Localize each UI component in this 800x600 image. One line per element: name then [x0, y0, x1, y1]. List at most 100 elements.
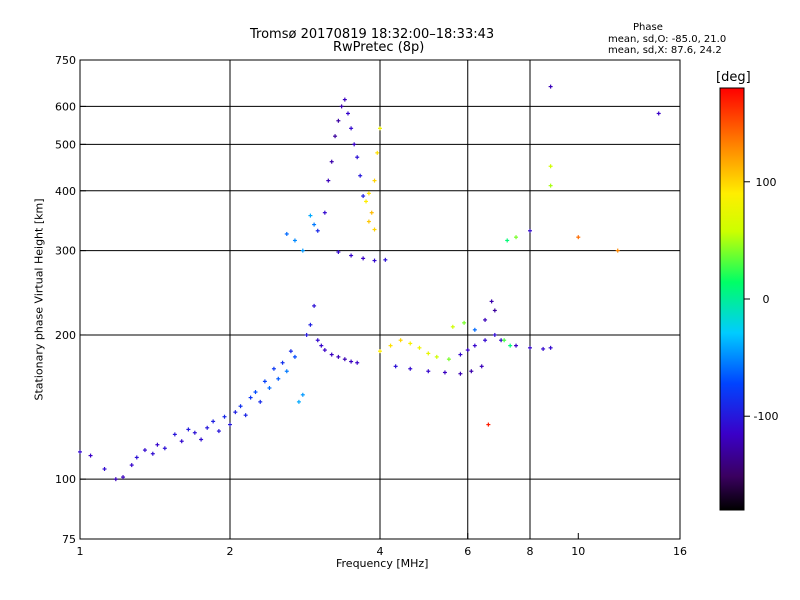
data-point — [483, 317, 488, 322]
data-point — [358, 173, 363, 178]
data-point — [216, 429, 221, 434]
data-point — [492, 332, 497, 337]
data-point — [502, 338, 507, 343]
data-point — [388, 343, 393, 348]
data-point — [199, 437, 204, 442]
data-point — [333, 134, 338, 139]
data-point — [378, 126, 382, 131]
data-point — [465, 348, 470, 353]
y-tick-label: 75 — [62, 533, 76, 546]
data-point — [426, 351, 431, 356]
data-point — [489, 299, 494, 304]
data-point — [319, 343, 324, 348]
data-point — [408, 366, 413, 371]
data-point — [326, 178, 331, 183]
data-point — [355, 155, 360, 160]
data-point — [486, 422, 491, 427]
x-tick-label: 10 — [571, 545, 585, 558]
grid-lines — [80, 60, 680, 539]
data-point — [426, 369, 431, 374]
data-point — [361, 256, 366, 261]
data-point — [458, 352, 463, 357]
x-tick-label: 4 — [377, 545, 384, 558]
y-axis-label: Stationary phase Virtual Height [km] — [32, 198, 46, 401]
data-point — [243, 413, 248, 418]
data-point — [284, 369, 289, 374]
data-point — [375, 150, 380, 155]
data-point — [315, 228, 320, 233]
data-point — [541, 346, 546, 351]
data-point — [308, 322, 313, 327]
data-point — [304, 332, 309, 337]
y-ticks: 75 100 200 300 400 500 600 750 — [55, 54, 86, 546]
x-tick-label: 16 — [673, 545, 687, 558]
data-point — [192, 430, 197, 435]
data-point — [155, 442, 160, 447]
colorbar-tick-label: 0 — [763, 293, 770, 306]
data-point — [472, 327, 477, 332]
data-point — [372, 227, 377, 232]
data-point — [276, 376, 281, 381]
data-point — [222, 414, 227, 419]
data-point — [121, 475, 126, 480]
data-point — [134, 455, 139, 460]
colorbar-tick-label: 100 — [756, 176, 777, 189]
data-point — [113, 477, 118, 482]
data-point — [142, 448, 147, 453]
phase-stats-o: mean, sd,O: -85.0, 21.0 — [608, 34, 727, 45]
data-point — [253, 390, 258, 395]
data-point — [372, 178, 377, 183]
data-point — [576, 235, 581, 240]
data-point — [233, 410, 238, 415]
data-point — [162, 446, 167, 451]
data-point — [548, 345, 553, 350]
x-tick-label: 1 — [77, 545, 84, 558]
data-point — [336, 354, 341, 359]
data-point — [355, 360, 360, 365]
y-tick-label: 600 — [55, 100, 76, 113]
data-point — [315, 338, 320, 343]
y-tick-label: 750 — [55, 54, 76, 67]
data-point — [615, 248, 620, 253]
data-point — [383, 257, 388, 262]
data-point — [88, 453, 93, 458]
y-tick-label: 100 — [55, 473, 76, 486]
data-point — [342, 97, 347, 102]
data-point — [78, 449, 82, 454]
data-point — [150, 451, 155, 456]
data-point — [186, 427, 191, 432]
y-tick-label: 400 — [55, 185, 76, 198]
data-point — [300, 392, 305, 397]
data-point — [528, 228, 532, 233]
data-point — [292, 238, 297, 243]
data-point — [398, 338, 403, 343]
colorbar-tick-label: -100 — [754, 410, 779, 423]
data-point — [514, 235, 519, 240]
data-point — [483, 338, 488, 343]
data-point — [492, 308, 497, 313]
data-point — [329, 159, 334, 164]
data-point — [656, 111, 661, 116]
data-point — [378, 349, 382, 354]
colorbar-label: [deg] — [716, 70, 751, 85]
data-point — [336, 118, 341, 123]
data-point — [505, 238, 510, 243]
data-point — [361, 194, 366, 199]
x-ticks: 1 2 4 6 8 10 16 — [77, 533, 687, 558]
data-point — [548, 84, 553, 89]
data-points — [78, 84, 661, 482]
data-point — [308, 213, 313, 218]
data-point — [267, 385, 272, 390]
data-point — [528, 345, 532, 350]
data-point — [205, 425, 210, 430]
y-tick-label: 500 — [55, 138, 76, 151]
data-point — [238, 404, 243, 409]
data-point — [312, 222, 317, 227]
data-point — [336, 250, 341, 255]
data-point — [352, 142, 357, 147]
data-point — [366, 191, 371, 196]
chart-subtitle: RwPretec (8p) — [333, 40, 425, 55]
data-point — [300, 248, 305, 253]
data-point — [548, 183, 553, 188]
